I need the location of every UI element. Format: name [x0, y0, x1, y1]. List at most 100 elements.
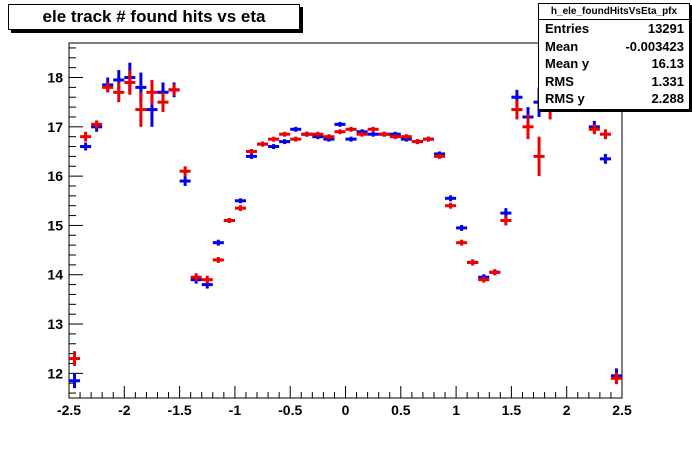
x-tick-label: -1: [229, 402, 242, 418]
data-point: [146, 79, 158, 105]
data-point: [445, 195, 457, 202]
data-point: [312, 131, 324, 137]
data-point: [212, 239, 224, 246]
data-point: [279, 131, 291, 137]
y-tick-label: 18: [47, 70, 63, 86]
stats-label: Mean: [545, 38, 579, 54]
data-point: [257, 141, 269, 147]
stats-value: 13291: [647, 21, 684, 36]
stats-row-rms: RMS 1.331: [539, 73, 689, 91]
y-tick-label: 17: [47, 119, 63, 135]
data-point: [445, 202, 457, 209]
data-point: [201, 275, 213, 284]
x-tick-label: -0.5: [278, 402, 302, 418]
data-point: [367, 131, 379, 137]
data-point: [223, 218, 235, 223]
data-point: [80, 131, 92, 142]
statistics-box: h_ele_foundHitsVsEta_pfx Entries 13291 M…: [538, 3, 690, 110]
y-tick-label: 13: [47, 316, 63, 332]
x-tick-label: -2: [118, 402, 131, 418]
y-tick-label: 16: [47, 168, 63, 184]
data-point: [433, 153, 446, 159]
data-point: [80, 142, 92, 151]
x-tick-label: 0: [342, 402, 350, 418]
y-axis: 12 13 14 15 16 17 18: [47, 47, 83, 394]
plot-title: ele track # found hits vs eta: [8, 4, 300, 30]
data-point: [345, 126, 357, 132]
data-point: [599, 129, 611, 140]
data-point: [467, 259, 479, 266]
stats-label: RMS: [545, 73, 574, 89]
data-point: [411, 139, 423, 145]
data-point: [268, 136, 280, 142]
stats-histogram-name: h_ele_foundHitsVsEta_pfx: [539, 4, 689, 20]
data-point: [279, 139, 291, 145]
data-point: [190, 273, 202, 282]
data-point: [389, 134, 401, 140]
data-point: [135, 92, 147, 127]
data-point: [301, 131, 313, 137]
red-series: [69, 47, 622, 385]
data-point: [356, 131, 368, 137]
data-point: [456, 224, 468, 231]
data-point: [478, 276, 490, 283]
y-tick-label: 14: [47, 267, 63, 283]
stats-row-entries: Entries 13291: [539, 20, 689, 38]
stats-label: Entries: [545, 21, 590, 36]
data-point: [234, 198, 246, 204]
data-point: [334, 129, 346, 135]
data-point: [378, 131, 390, 137]
data-point: [212, 256, 224, 263]
data-point: [323, 134, 335, 140]
data-point: [290, 136, 302, 142]
stats-row-mean: Mean -0.003423: [539, 38, 689, 56]
data-point: [179, 166, 191, 177]
data-point: [69, 373, 81, 389]
data-point: [91, 120, 103, 129]
data-point: [334, 121, 346, 127]
x-tick-label: 0.5: [391, 402, 411, 418]
data-point: [367, 126, 379, 132]
data-point: [234, 205, 246, 212]
stats-row-rms-y: RMS y 2.288: [539, 90, 689, 108]
data-point: [290, 126, 302, 132]
stats-row-mean-y: Mean y 16.13: [539, 55, 689, 73]
data-point: [102, 82, 114, 93]
data-point: [422, 136, 434, 142]
data-point: [245, 149, 258, 154]
data-point: [588, 124, 600, 135]
data-point: [124, 70, 136, 95]
x-tick-label: 2.5: [612, 402, 632, 418]
data-point: [456, 239, 468, 246]
data-series: [69, 47, 622, 389]
stats-label: RMS y: [545, 91, 585, 106]
data-point: [268, 144, 280, 150]
data-point: [500, 215, 512, 226]
data-point: [345, 136, 357, 142]
stats-label: Mean y: [545, 56, 590, 71]
data-point: [69, 351, 81, 366]
x-axis: -2.5 -2 -1.5 -1 -0.5 0 0.5 1 1.5 2 2.5: [57, 386, 632, 418]
data-point: [511, 99, 523, 120]
data-point: [533, 136, 545, 177]
data-point: [610, 372, 622, 385]
data-point: [157, 92, 169, 113]
data-point: [599, 153, 611, 164]
y-tick-label: 12: [47, 365, 63, 381]
x-tick-label: 1: [452, 402, 460, 418]
data-point: [113, 82, 125, 103]
stats-value: 1.331: [651, 73, 684, 89]
x-tick-label: 2: [563, 402, 571, 418]
data-point: [522, 114, 534, 140]
stats-value: 16.13: [651, 56, 684, 71]
data-point: [168, 83, 180, 96]
stats-value: 2.288: [651, 91, 684, 106]
data-point: [179, 176, 191, 186]
blue-series: [69, 62, 622, 389]
x-tick-label: -2.5: [57, 402, 81, 418]
data-point: [245, 153, 258, 159]
x-tick-label: 1.5: [502, 402, 522, 418]
stats-value: -0.003423: [625, 38, 684, 54]
